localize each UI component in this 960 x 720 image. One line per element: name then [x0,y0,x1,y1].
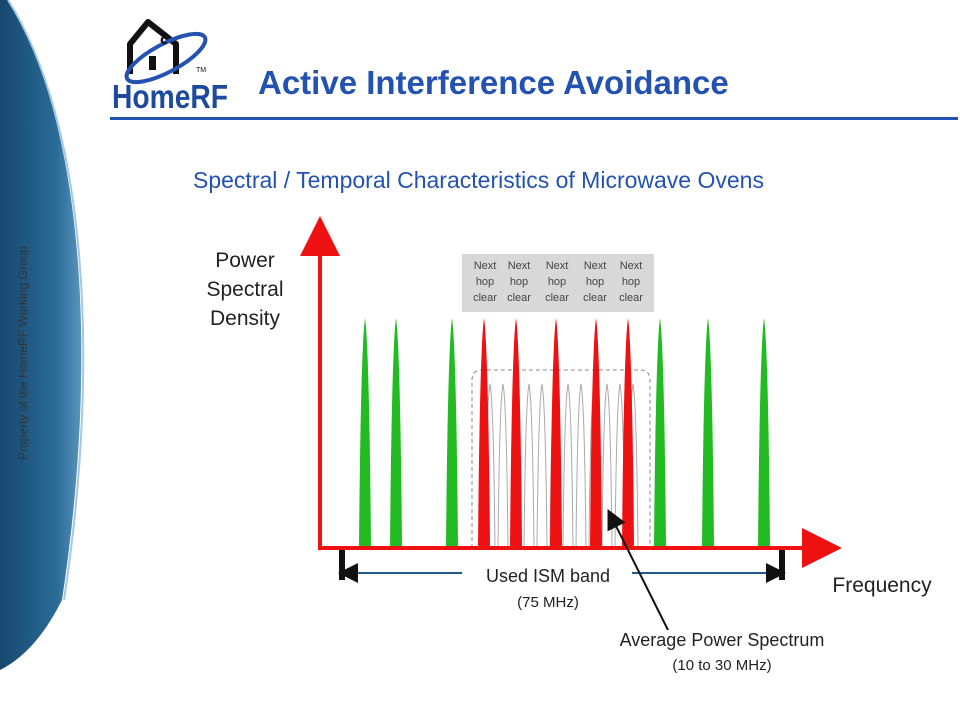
red-hop-peak [590,318,602,548]
green-hop-peak [390,318,402,548]
arrow-icon [607,509,669,631]
band-right-tick [779,550,785,580]
left-decorative-band [0,0,85,670]
green-hop-peak [359,318,371,548]
homerf-logo: c HomeRF TM [112,19,228,115]
ghost-hop-peak [497,383,509,549]
average-power-label: Average Power Spectrum [619,630,825,650]
red-hop-peak [510,318,522,548]
logo-trademark: TM [196,67,206,74]
band-left-tick [339,550,345,580]
hop-label-box [462,254,654,312]
hop-label: Next hop clear [473,260,497,304]
hop-label: Next hop clear [619,260,643,304]
band-width-label: (75 MHz) [517,594,579,611]
y-axis-label: Power Spectral Density [206,249,284,330]
header-rule [110,117,958,120]
ghost-hop-peak [562,383,574,549]
hop-label: Next hop clear [583,260,607,304]
ghost-hop-peak [575,383,587,549]
hop-label: Next hop clear [545,260,569,304]
red-hop-peak [622,318,634,548]
x-axis-label: Frequency [832,574,932,597]
hop-peaks [359,318,770,548]
average-power-range: (10 to 30 MHz) [672,657,772,674]
house-logo-icon: c [124,19,208,85]
green-hop-peak [654,318,666,548]
page-title: Active Interference Avoidance [258,64,729,101]
red-hop-peak [550,318,562,548]
svg-text:c: c [160,33,168,48]
ghost-hop-peak [536,383,548,549]
band-label: Used ISM band [485,566,611,586]
green-hop-peak [702,318,714,548]
ghost-hop-peak [601,383,613,549]
logo-text: HomeRF [112,78,228,115]
ghost-hops [484,383,639,549]
page-subtitle: Spectral / Temporal Characteristics of M… [193,167,764,193]
red-hop-peak [478,318,490,548]
ghost-hop-peak [523,383,535,549]
green-hop-peak [446,318,458,548]
green-hop-peak [758,318,770,548]
hop-label: Next hop clear [507,260,531,304]
